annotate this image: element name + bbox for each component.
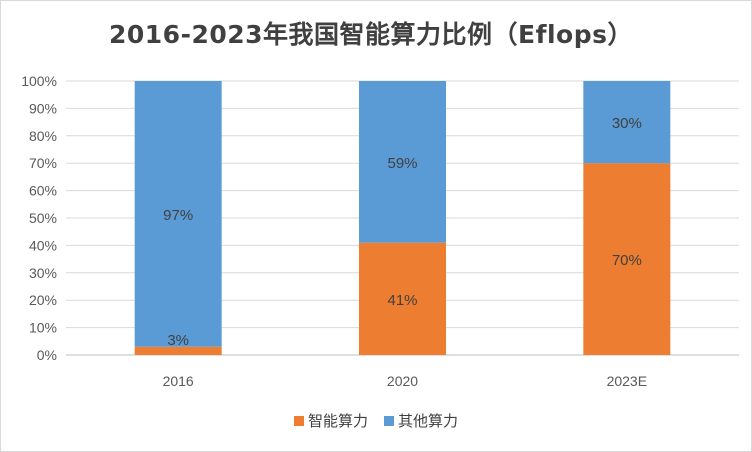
y-tick-label: 40% [29,237,57,253]
data-labels: 3% 97% 41% 59% 70% 30% [163,115,642,349]
chart-title: 2016-2023年我国智能算力比例（Eflops） [108,20,633,49]
x-tick-label: 2020 [387,373,418,389]
y-tick-label: 60% [29,183,57,199]
legend-swatch-other [384,415,394,426]
legend-item-other: 其他算力 [384,410,458,431]
bar-other-2023E [583,81,671,164]
y-tick-label: 90% [29,100,57,116]
bar-other-2020 [359,81,446,243]
x-tick-label: 2016 [163,373,194,389]
data-label: 70% [612,252,642,269]
legend-label-other: 其他算力 [398,412,459,430]
y-tick-label: 100% [21,73,57,89]
x-axis-ticks: 2016 2020 2023E [163,373,647,389]
y-tick-label: 70% [29,155,57,171]
y-tick-label: 20% [29,292,57,308]
y-tick-label: 30% [29,265,57,281]
y-tick-label: 0% [37,347,57,363]
y-tick-label: 50% [29,210,57,226]
y-axis-ticks: 0% 10% 20% 30% 40% 50% 60% 70% 80% 90% 100% [21,73,57,363]
legend-label-intelligent: 智能算力 [307,412,368,430]
legend-item-intelligent: 智能算力 [293,410,368,431]
y-tick-label: 10% [29,320,57,336]
legend: 智能算力 其他算力 [1,410,751,431]
data-label: 97% [163,207,193,224]
legend-swatch-intelligent [293,415,304,426]
bar-intelligent-2023E [583,163,671,355]
bar-other-2016 [134,81,222,347]
bars [134,81,671,355]
y-tick-label: 80% [29,128,57,144]
bar-intelligent-2020 [359,242,446,355]
data-label: 3% [167,332,189,349]
bar-intelligent-2016 [134,346,222,355]
data-label: 59% [387,155,417,172]
data-label: 41% [387,292,417,309]
data-label: 30% [612,115,642,132]
x-tick-label: 2023E [607,373,647,389]
